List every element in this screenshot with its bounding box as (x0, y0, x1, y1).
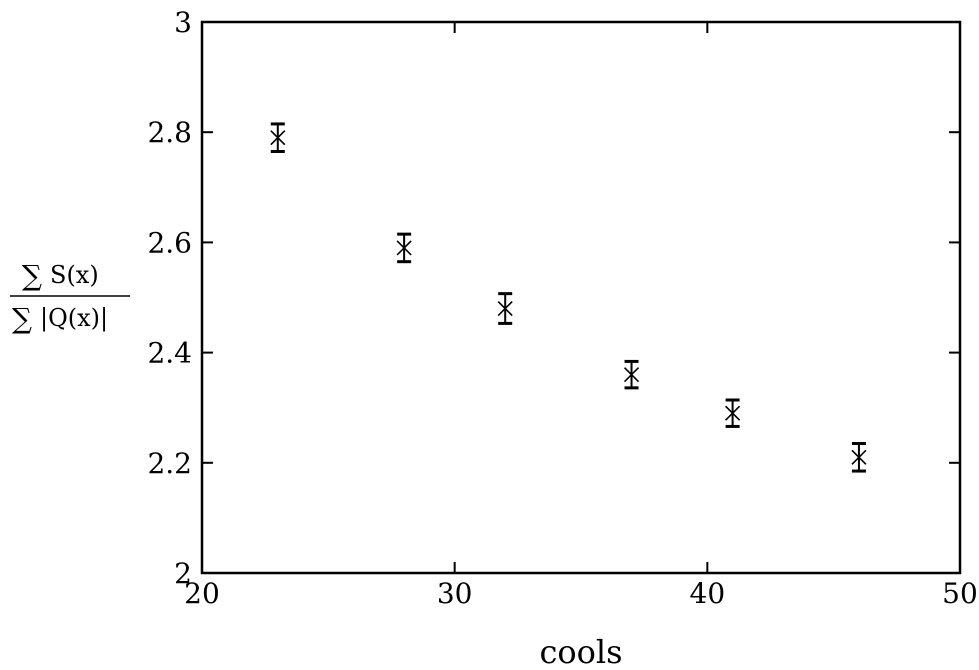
y-tick-label: 3 (174, 6, 192, 39)
data-point (623, 359, 640, 390)
y-label-numerator-sigma: ∑ (22, 259, 42, 292)
y-tick-label: 2.8 (147, 116, 192, 149)
x-marker (497, 300, 513, 317)
y-tick-label: 2.2 (147, 447, 192, 480)
plot-frame (200, 20, 962, 575)
tick-labels: 20 30 40 50 2 2.2 2.4 2.6 2.8 3 (147, 6, 977, 610)
data-point (396, 232, 412, 264)
y-label-numerator: S(x) (50, 261, 99, 289)
y-label-denominator-sigma: ∑ (12, 302, 32, 335)
data-point (270, 122, 286, 153)
y-tick-label: 2 (174, 557, 192, 590)
x-marker (396, 240, 412, 256)
y-tick-label: 2.6 (147, 226, 192, 259)
x-marker (851, 449, 867, 465)
ticks (201, 21, 961, 574)
y-axis-label: ∑ S(x) ∑ |Q(x)| (10, 259, 130, 335)
x-tick-label: 30 (437, 577, 473, 610)
x-axis-label: cools (539, 633, 622, 670)
x-marker (725, 405, 741, 421)
x-tick-label: 20 (184, 577, 220, 610)
data-point (851, 442, 867, 473)
y-tick-label: 2.4 (147, 337, 192, 370)
data-point (725, 398, 741, 428)
y-label-denominator: |Q(x)| (40, 304, 108, 333)
x-tick-label: 50 (942, 577, 978, 610)
x-tick-label: 40 (690, 577, 726, 610)
data-points (270, 122, 867, 473)
data-point (497, 292, 513, 325)
plot-area: 20 30 40 50 2 2.2 2.4 2.6 2.8 3 (147, 6, 977, 610)
x-marker (270, 130, 286, 146)
x-marker (623, 367, 640, 383)
